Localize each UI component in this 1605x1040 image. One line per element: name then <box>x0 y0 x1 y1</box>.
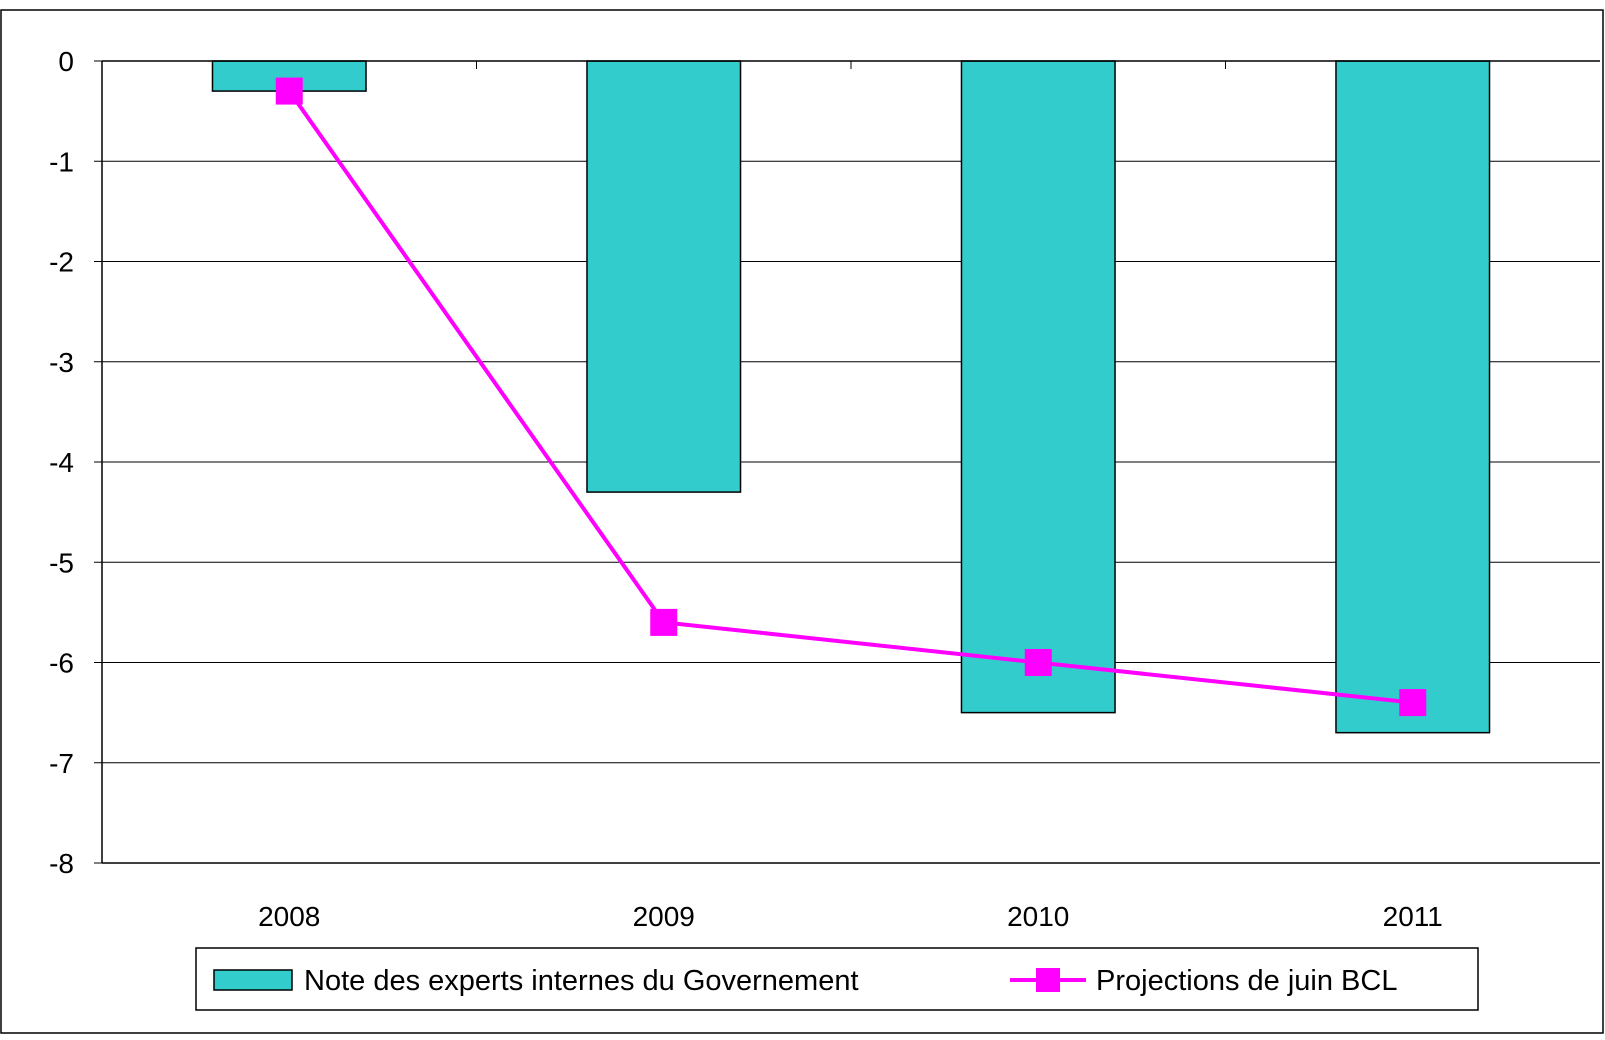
y-tick-label: -1 <box>49 146 74 177</box>
legend-label-bar: Note des experts internes du Governement <box>304 965 859 997</box>
line-marker-2008 <box>275 77 303 105</box>
y-tick-label: -2 <box>49 247 74 278</box>
y-tick-label: -8 <box>49 848 74 879</box>
legend-swatch-marker <box>1036 968 1060 992</box>
x-tick-label: 2009 <box>633 901 695 932</box>
y-tick-label: -4 <box>49 447 74 478</box>
x-tick-label: 2010 <box>1007 901 1069 932</box>
line-series-projections <box>287 89 1413 705</box>
bar-2011 <box>1335 60 1491 734</box>
legend-label-line: Projections de juin BCL <box>1096 965 1397 997</box>
line-marker-2010 <box>1024 649 1052 676</box>
legend-swatch-bar <box>213 969 293 991</box>
y-tick-label: -3 <box>49 347 74 378</box>
bar-2009 <box>586 60 742 493</box>
line-marker-2011 <box>1399 689 1427 717</box>
bar-2010 <box>960 60 1116 714</box>
line-marker-2009 <box>650 608 678 636</box>
y-tick-label: -6 <box>49 648 74 679</box>
y-tick-label: -5 <box>49 547 74 578</box>
x-tick-label: 2011 <box>1383 901 1443 932</box>
x-tick-label: 2008 <box>258 901 320 932</box>
y-tick-label: 0 <box>58 46 74 77</box>
y-tick-label: -7 <box>49 748 74 779</box>
legend-box <box>195 947 1479 1011</box>
